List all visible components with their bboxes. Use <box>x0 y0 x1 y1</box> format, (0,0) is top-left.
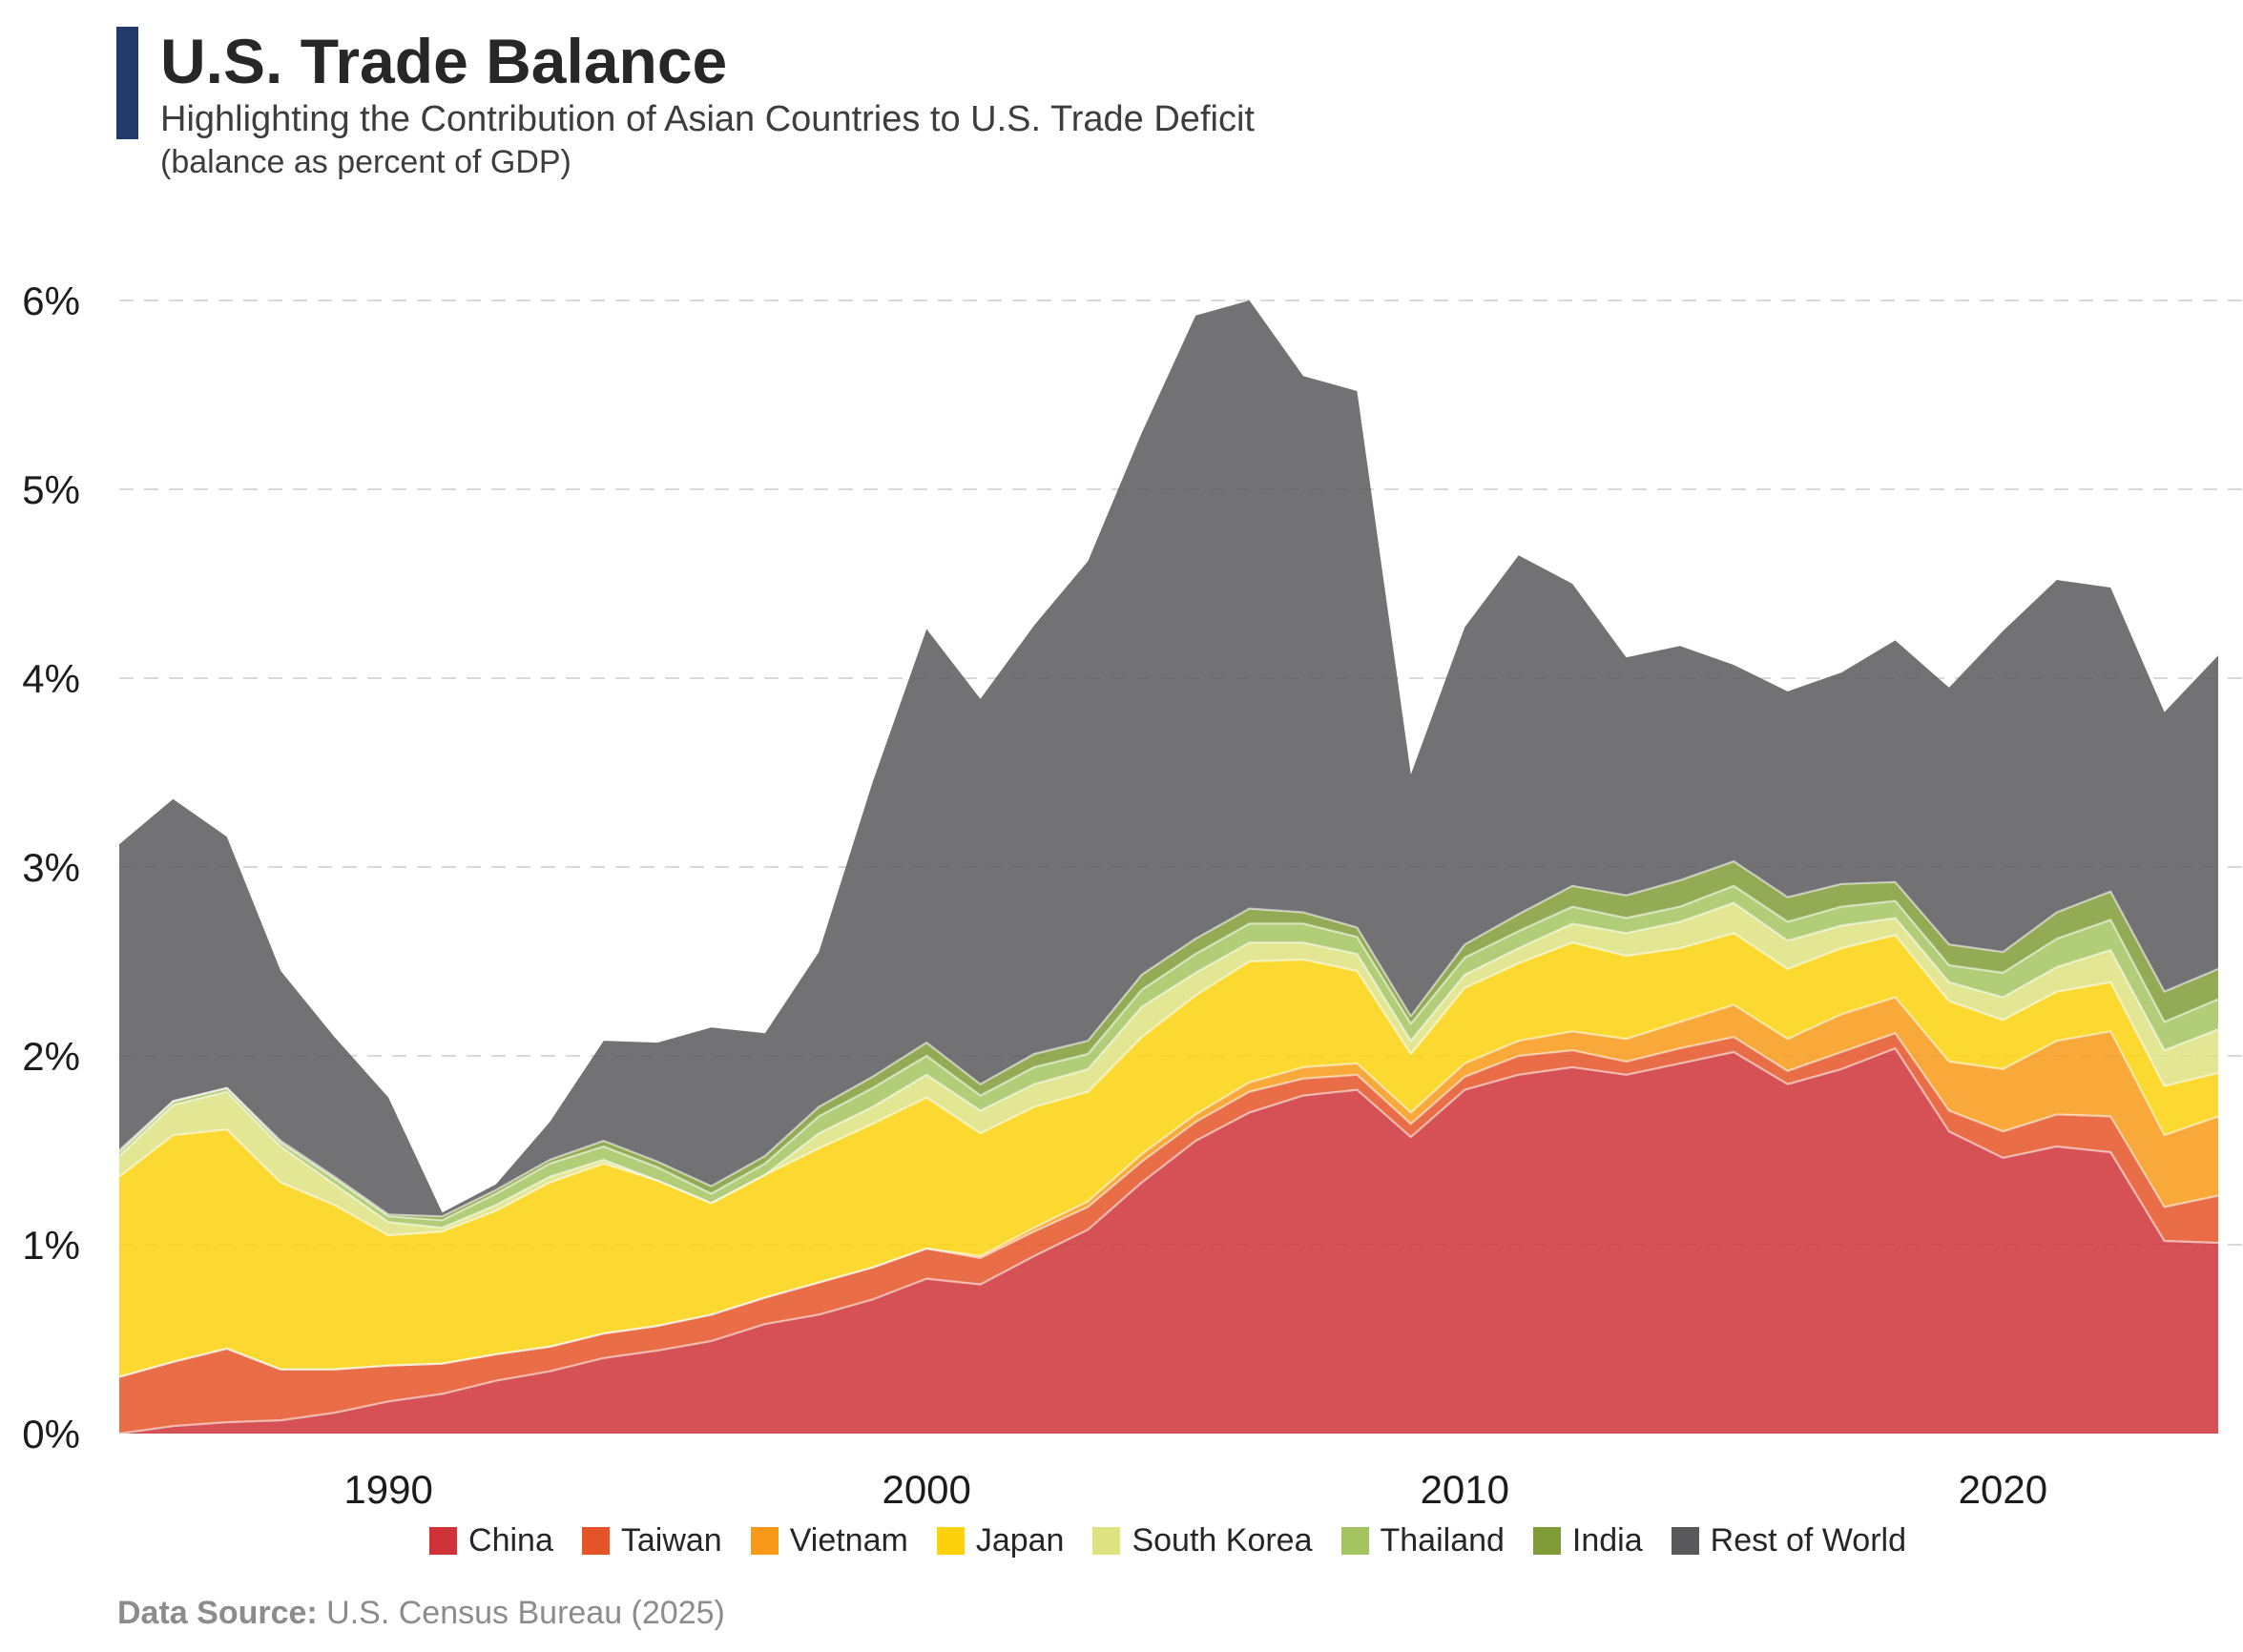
data-source-label: Data Source: <box>117 1595 318 1631</box>
x-axis-ticks: 1990 2000 2010 2020 <box>343 1467 2047 1512</box>
area-boundaries <box>118 860 2219 1435</box>
legend-label-india: India <box>1571 1522 1643 1559</box>
legend-label-thailand: Thailand <box>1380 1522 1505 1559</box>
legend-item-thailand: Thailand <box>1340 1522 1505 1559</box>
legend-swatch-taiwan <box>581 1527 610 1555</box>
legend-swatch-japan <box>936 1527 965 1555</box>
area-taiwan <box>119 1033 2218 1434</box>
chart-legend: China Taiwan Vietnam Japan South Korea Thaila… <box>117 1522 2218 1559</box>
x-tick-1990: 1990 <box>343 1467 432 1512</box>
legend-item-south-korea: South Korea <box>1092 1522 1313 1559</box>
area-china <box>119 1048 2218 1434</box>
x-tick-2020: 2020 <box>1959 1467 2047 1512</box>
data-source: Data Source: U.S. Census Bureau (2025) <box>117 1595 725 1632</box>
y-tick-5pct: 5% <box>22 467 80 512</box>
title-block: U.S. Trade Balance Highlighting the Cont… <box>116 27 1255 181</box>
legend-label-vietnam: Vietnam <box>789 1522 908 1559</box>
legend-item-rest-of-world: Rest of World <box>1671 1522 1906 1559</box>
y-tick-2pct: 2% <box>22 1034 80 1079</box>
chart-subtitle: Highlighting the Contribution of Asian C… <box>160 99 1255 139</box>
legend-item-india: India <box>1532 1522 1643 1559</box>
legend-label-rest-of-world: Rest of World <box>1710 1522 1906 1559</box>
legend-label-taiwan: Taiwan <box>620 1522 722 1559</box>
x-tick-2010: 2010 <box>1421 1467 1509 1512</box>
data-source-value: U.S. Census Bureau (2025) <box>317 1595 725 1631</box>
area-rest-of-world <box>119 300 2218 1217</box>
x-tick-2000: 2000 <box>882 1467 970 1512</box>
legend-swatch-rest-of-world <box>1671 1527 1699 1555</box>
boundary-india <box>118 860 2219 1218</box>
y-tick-3pct: 3% <box>22 845 80 890</box>
legend-swatch-vietnam <box>750 1527 779 1555</box>
boundary-japan <box>118 932 2219 1237</box>
y-axis-ticks: 0% 1% 2% 3% 4% 5% 6% <box>22 279 80 1456</box>
legend-item-vietnam: Vietnam <box>750 1522 908 1559</box>
legend-swatch-india <box>1532 1527 1561 1555</box>
y-tick-0pct: 0% <box>22 1412 80 1456</box>
page-title: U.S. Trade Balance <box>160 26 728 96</box>
boundary-thailand <box>118 884 2219 1222</box>
boundary-china <box>118 1047 2219 1435</box>
boundary-south-korea <box>118 901 2219 1229</box>
legend-item-china: China <box>429 1522 553 1559</box>
y-tick-1pct: 1% <box>22 1223 80 1268</box>
legend-item-japan: Japan <box>936 1522 1065 1559</box>
boundary-vietnam <box>118 996 2219 1378</box>
legend-swatch-china <box>429 1527 458 1555</box>
area-series <box>119 300 2218 1434</box>
legend-item-taiwan: Taiwan <box>581 1522 722 1559</box>
legend-label-south-korea: South Korea <box>1132 1522 1313 1559</box>
legend-swatch-south-korea <box>1092 1527 1121 1555</box>
legend-label-japan: Japan <box>975 1522 1065 1559</box>
y-tick-4pct: 4% <box>22 656 80 701</box>
title-accent-bar <box>116 27 138 139</box>
chart-unit-note: (balance as percent of GDP) <box>160 144 571 180</box>
area-japan <box>119 933 2218 1377</box>
y-tick-6pct: 6% <box>22 279 80 323</box>
legend-swatch-thailand <box>1340 1527 1369 1555</box>
legend-label-china: China <box>468 1522 553 1559</box>
